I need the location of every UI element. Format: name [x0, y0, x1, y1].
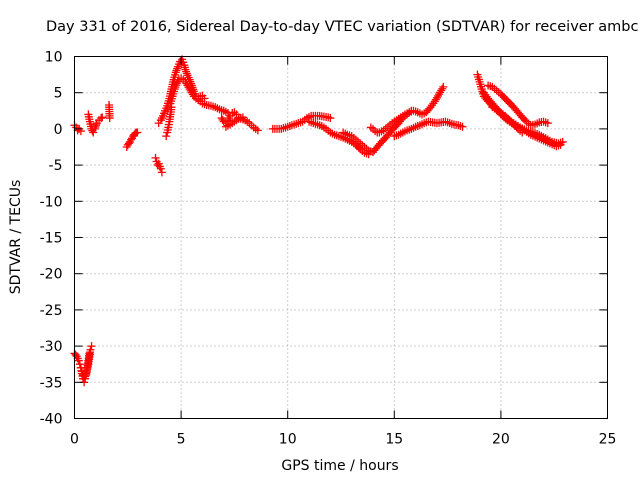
data-point: [97, 114, 106, 123]
x-tick-label: 0: [70, 432, 79, 448]
data-point: [439, 82, 448, 91]
y-tick-label: -30: [40, 339, 63, 355]
data-point: [172, 81, 181, 90]
data-point: [86, 345, 95, 354]
data-point: [157, 168, 166, 177]
series-seg-s: [488, 103, 565, 151]
data-point: [171, 83, 180, 92]
data-point: [85, 349, 94, 358]
series-seg-c: [105, 101, 114, 123]
x-tick-label: 25: [599, 432, 617, 448]
series-seg-n: [366, 82, 448, 137]
x-axis-label: GPS time / hours: [281, 458, 398, 474]
tick-layer: -40 -35 -30 -25 -20 -15 -10 -5 0 5 10 0 5 10 15 20 25: [40, 50, 617, 448]
data-point: [251, 124, 260, 133]
data-point: [77, 367, 86, 376]
series-seg-d: [122, 128, 142, 151]
data-point: [90, 124, 99, 133]
data-point: [182, 69, 191, 78]
data-point: [89, 128, 98, 137]
data-point: [92, 121, 101, 130]
y-tick-label: -25: [40, 303, 63, 319]
data-point: [91, 122, 100, 131]
data-point: [87, 342, 96, 351]
y-tick-label: -20: [40, 267, 63, 283]
series-seg-l: [305, 117, 373, 159]
data-point: [105, 114, 114, 123]
grid-layer: [74, 56, 608, 419]
data-point: [326, 114, 335, 123]
series-seg-u: [76, 349, 94, 383]
data-point: [238, 113, 247, 122]
data-point: [98, 113, 107, 122]
data-point: [173, 64, 182, 73]
data-point: [182, 67, 191, 76]
x-tick-label: 15: [385, 432, 403, 448]
data-point: [171, 68, 180, 77]
series-seg-h: [166, 74, 233, 117]
y-tick-label: 5: [54, 86, 63, 102]
data-point: [162, 132, 171, 141]
series-seg-o: [390, 117, 467, 141]
y-tick-label: 10: [45, 50, 63, 66]
data-point: [539, 117, 548, 126]
y-axis-label: SDTVAR / TECUs: [8, 180, 24, 295]
series-seg-b: [84, 110, 107, 137]
data-point: [438, 84, 447, 93]
data-point: [533, 119, 542, 128]
x-tick-label: 10: [279, 432, 297, 448]
y-tick-label: -15: [40, 231, 63, 247]
series-seg-e: [151, 153, 166, 177]
data-point: [74, 356, 83, 365]
data-point: [170, 85, 179, 94]
data-point: [133, 128, 142, 137]
data-point: [488, 82, 497, 91]
series-seg-g: [162, 103, 176, 141]
data-point: [172, 66, 181, 75]
data-point: [458, 122, 467, 131]
series-seg-a: [70, 121, 85, 136]
data-point: [541, 118, 550, 127]
data-point: [75, 360, 84, 369]
data-layer: [70, 55, 567, 387]
data-point: [324, 113, 333, 122]
y-tick-label: 0: [54, 122, 63, 138]
data-point: [156, 164, 165, 173]
data-point: [445, 119, 454, 128]
data-point: [492, 86, 501, 95]
data-point: [253, 126, 262, 135]
y-tick-label: -40: [40, 412, 63, 428]
y-tick-label: -35: [40, 375, 63, 391]
data-point: [454, 121, 463, 130]
data-point: [556, 140, 565, 149]
data-point: [543, 119, 552, 128]
data-point: [151, 153, 160, 162]
plot-frame: [74, 56, 608, 419]
series-seg-f: [154, 55, 209, 128]
data-point: [181, 65, 190, 74]
chart-title: Day 331 of 2016, Sidereal Day-to-day VTE…: [46, 19, 638, 35]
y-tick-label: -5: [49, 158, 63, 174]
y-tick-label: -10: [40, 194, 63, 210]
x-tick-label: 20: [492, 432, 510, 448]
data-point: [366, 123, 375, 132]
series-seg-j: [221, 113, 247, 131]
x-tick-label: 5: [177, 432, 186, 448]
